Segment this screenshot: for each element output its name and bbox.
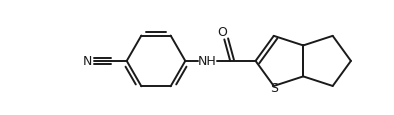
Text: S: S (270, 82, 278, 95)
Text: N: N (83, 55, 92, 68)
Text: O: O (217, 26, 227, 39)
Text: NH: NH (197, 55, 216, 68)
